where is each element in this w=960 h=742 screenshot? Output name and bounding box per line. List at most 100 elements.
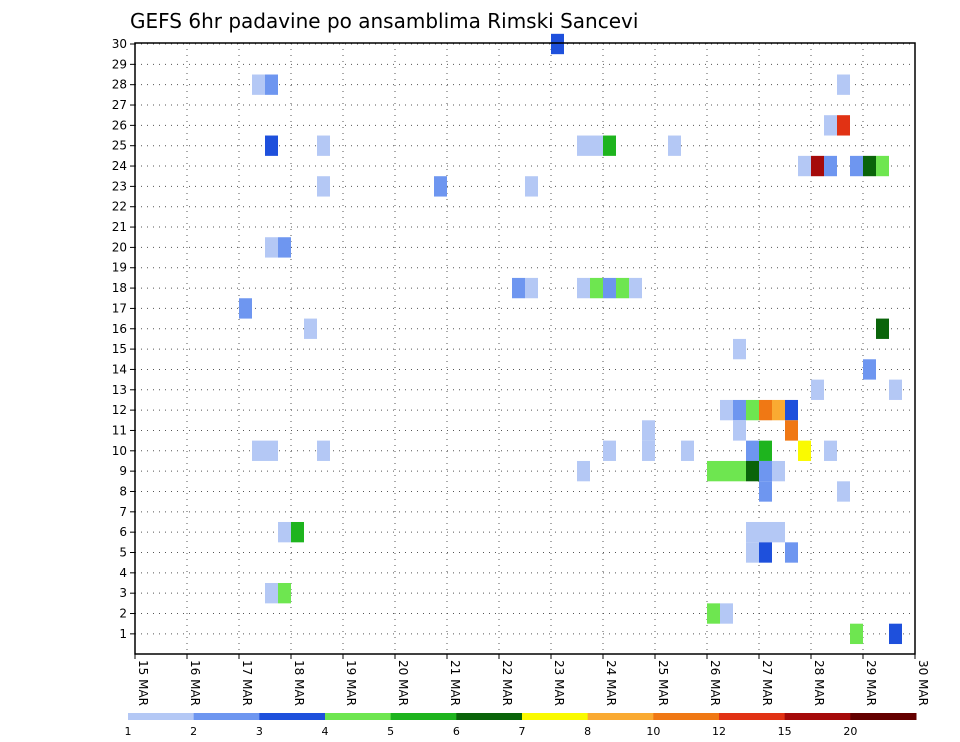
- y-axis: 1234567891011121314151617181920212223242…: [112, 37, 135, 641]
- y-tick-label: 28: [112, 78, 127, 92]
- colorbar-label: 7: [519, 725, 526, 738]
- colorbar-swatch: [128, 713, 195, 720]
- y-tick-label: 8: [119, 484, 127, 498]
- heatmap-cell: [746, 460, 759, 482]
- x-tick-label: 21 MAR: [448, 660, 462, 706]
- heatmap-cell: [278, 583, 291, 604]
- colorbar-label: 12: [712, 725, 726, 738]
- colorbar-label: 15: [778, 725, 792, 738]
- heatmap-cell: [265, 583, 278, 604]
- heatmap-cell: [525, 176, 538, 197]
- heatmap-cell: [577, 135, 590, 156]
- heatmap-cell: [603, 135, 616, 156]
- x-tick-label: 24 MAR: [604, 660, 618, 706]
- heatmap-cell: [616, 277, 629, 299]
- y-tick-label: 14: [112, 362, 127, 376]
- heatmap-cell: [837, 74, 850, 95]
- heatmap-cell: [785, 399, 798, 421]
- y-tick-label: 15: [112, 342, 127, 356]
- colorbar-swatch: [587, 713, 654, 720]
- y-tick-label: 4: [119, 566, 127, 580]
- heatmap-cell: [798, 440, 811, 461]
- heatmap-cell: [681, 440, 694, 461]
- x-tick-label: 26 MAR: [708, 660, 722, 706]
- heatmap-cell: [265, 440, 278, 461]
- heatmap-cell: [798, 155, 811, 177]
- colorbar-label: 3: [256, 725, 263, 738]
- heatmap-cell: [707, 460, 720, 482]
- heatmap-cell: [811, 155, 824, 177]
- colorbar-label: 10: [646, 725, 660, 738]
- y-tick-label: 2: [119, 607, 127, 621]
- heatmap-cell: [512, 277, 525, 299]
- grid: [134, 43, 916, 654]
- heatmap-cell: [863, 155, 876, 177]
- heatmap-cell: [434, 176, 447, 197]
- y-tick-label: 20: [112, 240, 127, 254]
- heatmap-cell: [733, 460, 746, 482]
- x-tick-label: 18 MAR: [292, 660, 306, 706]
- x-tick-label: 19 MAR: [344, 660, 358, 706]
- y-tick-label: 30: [112, 37, 127, 51]
- y-tick-label: 21: [112, 220, 127, 234]
- x-tick-label: 16 MAR: [188, 660, 202, 706]
- heatmap-cell: [733, 420, 746, 441]
- heatmap-cell: [837, 115, 850, 136]
- heatmap-cell: [265, 135, 278, 156]
- heatmap-cell: [252, 440, 265, 461]
- heatmap-cell: [668, 135, 681, 156]
- x-tick-label: 27 MAR: [760, 660, 774, 706]
- heatmap-cell: [278, 237, 291, 258]
- colorbar-label: 5: [387, 725, 394, 738]
- y-tick-label: 3: [119, 586, 127, 600]
- colorbar-swatch: [193, 713, 260, 720]
- heatmap-cell: [577, 277, 590, 299]
- x-tick-label: 28 MAR: [812, 660, 826, 706]
- heatmap-cell: [876, 318, 889, 339]
- heatmap-cell: [317, 135, 330, 156]
- heatmap-cell: [746, 542, 759, 563]
- heatmap-cell: [889, 623, 902, 645]
- x-axis: 15 MAR 16 MAR 17 MAR 18 MAR 19 MAR 20 MAR 21 M…: [134, 654, 930, 706]
- x-tick-label: 15 MAR: [136, 660, 150, 706]
- heatmap-cell: [759, 521, 772, 543]
- heatmap-cell: [720, 399, 733, 421]
- colorbar-label: 6: [453, 725, 460, 738]
- heatmap-cell: [525, 277, 538, 299]
- heatmap-cell: [590, 135, 603, 156]
- heatmap-cell: [317, 176, 330, 197]
- y-tick-label: 18: [112, 281, 127, 295]
- heatmap-cell: [252, 74, 265, 95]
- x-tick-label: 22 MAR: [500, 660, 514, 706]
- y-tick-label: 22: [112, 200, 127, 214]
- heatmap-cell: [304, 318, 317, 339]
- heatmap-cell: [577, 460, 590, 482]
- heatmap-cell: [811, 379, 824, 400]
- colorbar-swatch: [325, 713, 392, 720]
- x-tick-label: 29 MAR: [864, 660, 878, 706]
- colorbar: 1 2 3 4 5 6 7 8 10 12 15 20: [125, 713, 917, 738]
- heatmap-cell: [551, 33, 564, 55]
- heatmap-cell: [759, 460, 772, 482]
- heatmap-cell: [759, 399, 772, 421]
- y-tick-label: 27: [112, 98, 127, 112]
- heatmap-cells: [239, 33, 902, 645]
- heatmap-cell: [733, 338, 746, 360]
- heatmap-cell: [629, 277, 642, 299]
- heatmap-cell: [850, 623, 863, 645]
- y-tick-label: 1: [119, 627, 127, 641]
- heatmap-cell: [824, 440, 837, 461]
- heatmap-cell: [590, 277, 603, 299]
- colorbar-swatch: [259, 713, 326, 720]
- heatmap-cell: [785, 542, 798, 563]
- y-tick-label: 7: [119, 505, 127, 519]
- x-tick-label: 20 MAR: [396, 660, 410, 706]
- y-tick-label: 24: [112, 159, 127, 173]
- heatmap-cell: [837, 481, 850, 502]
- colorbar-label: 4: [322, 725, 329, 738]
- heatmap-cell: [746, 521, 759, 543]
- heatmap-cell: [824, 115, 837, 136]
- heatmap-cell: [239, 298, 252, 319]
- heatmap-cell: [772, 460, 785, 482]
- heatmap-cell: [746, 440, 759, 461]
